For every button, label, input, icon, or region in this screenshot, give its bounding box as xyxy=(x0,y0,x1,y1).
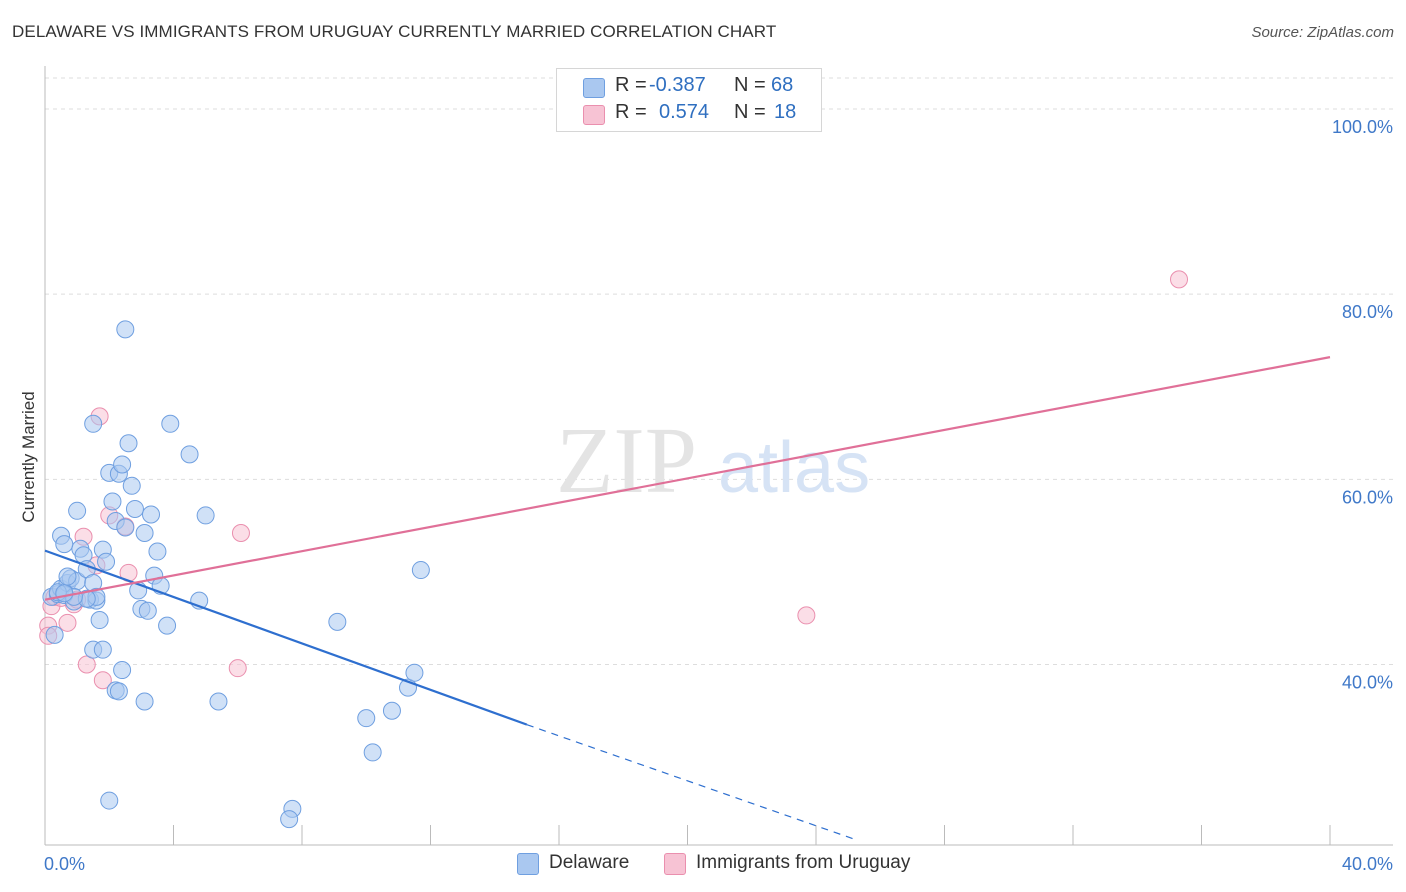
uruguay-point xyxy=(228,659,247,678)
legend-swatch-delaware xyxy=(583,78,605,98)
delaware-point xyxy=(119,434,138,453)
y-tick-label: 80.0% xyxy=(1342,302,1393,322)
trend-line-delaware-extension xyxy=(526,724,858,841)
legend-swatch-uruguay xyxy=(583,105,605,125)
delaware-point xyxy=(328,612,347,631)
delaware-point xyxy=(405,663,424,682)
legend-r-label: R = xyxy=(615,74,647,96)
delaware-point xyxy=(148,542,167,561)
trend-lines xyxy=(44,356,1331,841)
delaware-point xyxy=(209,692,228,711)
trend-line-delaware xyxy=(44,549,528,726)
delaware-point xyxy=(122,476,141,495)
x-tick-label: 40.0% xyxy=(1342,854,1393,874)
bottom-legend-swatch-uruguay xyxy=(664,853,686,875)
uruguay-point xyxy=(93,671,112,690)
delaware-point xyxy=(113,455,132,474)
delaware-point xyxy=(382,701,401,720)
delaware-point xyxy=(363,743,382,762)
delaware-point xyxy=(84,414,103,433)
trend-line-uruguay xyxy=(44,356,1331,601)
y-tick-label: 40.0% xyxy=(1342,672,1393,692)
bottom-legend-label-uruguay: Immigrants from Uruguay xyxy=(696,852,911,873)
delaware-point xyxy=(196,506,215,525)
bottom-legend-label-delaware: Delaware xyxy=(549,852,630,873)
delaware-point xyxy=(100,791,119,810)
series-delaware-points xyxy=(42,320,430,829)
x-tick-label: 0.0% xyxy=(44,854,85,874)
correlation-legend: R = -0.387 N = 68 R = 0.574 N = 18 xyxy=(556,68,822,132)
delaware-point xyxy=(142,505,161,524)
y-tick-label: 100.0% xyxy=(1332,117,1393,137)
delaware-point xyxy=(90,611,109,630)
uruguay-point xyxy=(1170,270,1189,289)
legend-n-label: N = xyxy=(734,101,766,123)
delaware-point xyxy=(93,640,112,659)
legend-r-label: R = xyxy=(615,101,647,123)
uruguay-point xyxy=(58,613,77,632)
gridlines xyxy=(45,77,1393,665)
delaware-point xyxy=(45,625,64,644)
delaware-point xyxy=(158,616,177,635)
uruguay-point xyxy=(231,524,250,543)
y-tick-label: 60.0% xyxy=(1342,487,1393,507)
delaware-point xyxy=(125,499,144,518)
delaware-point xyxy=(161,414,180,433)
delaware-point xyxy=(357,709,376,728)
delaware-point xyxy=(68,501,87,520)
legend-row-delaware: R = -0.387 N = 68 xyxy=(557,74,821,100)
delaware-point xyxy=(135,692,154,711)
uruguay-point xyxy=(797,606,816,625)
delaware-point xyxy=(280,810,299,829)
delaware-point xyxy=(97,552,116,571)
watermark-zip: ZIP xyxy=(556,409,697,513)
legend-n-label: N = xyxy=(734,74,766,96)
delaware-point xyxy=(180,445,199,464)
legend-row-uruguay: R = 0.574 N = 18 xyxy=(557,101,821,127)
delaware-point xyxy=(116,518,135,537)
delaware-point xyxy=(135,524,154,543)
legend-n-value: 68 xyxy=(771,74,794,96)
tick-labels: 40.0% 60.0% 80.0% 100.0% 0.0% 40.0% xyxy=(44,117,1393,874)
delaware-point xyxy=(116,320,135,339)
watermark: ZIP atlas xyxy=(556,409,870,513)
delaware-point xyxy=(55,584,74,603)
legend-r-value: 0.574 xyxy=(659,101,710,123)
uruguay-point xyxy=(77,655,96,674)
delaware-point xyxy=(55,535,74,554)
legend-r-value: -0.387 xyxy=(649,74,706,96)
y-axis-label: Currently Married xyxy=(19,391,38,522)
delaware-point xyxy=(411,561,430,580)
delaware-point xyxy=(138,601,157,620)
delaware-point xyxy=(109,682,128,701)
legend-n-value: 18 xyxy=(774,101,797,123)
axes xyxy=(44,66,1393,846)
delaware-point xyxy=(113,661,132,680)
delaware-point xyxy=(58,567,77,586)
chart-title: DELAWARE VS IMMIGRANTS FROM URUGUAY CURR… xyxy=(12,22,777,41)
delaware-point xyxy=(103,492,122,511)
bottom-legend-swatch-delaware xyxy=(517,853,539,875)
source-label: Source: ZipAtlas.com xyxy=(1251,24,1394,41)
